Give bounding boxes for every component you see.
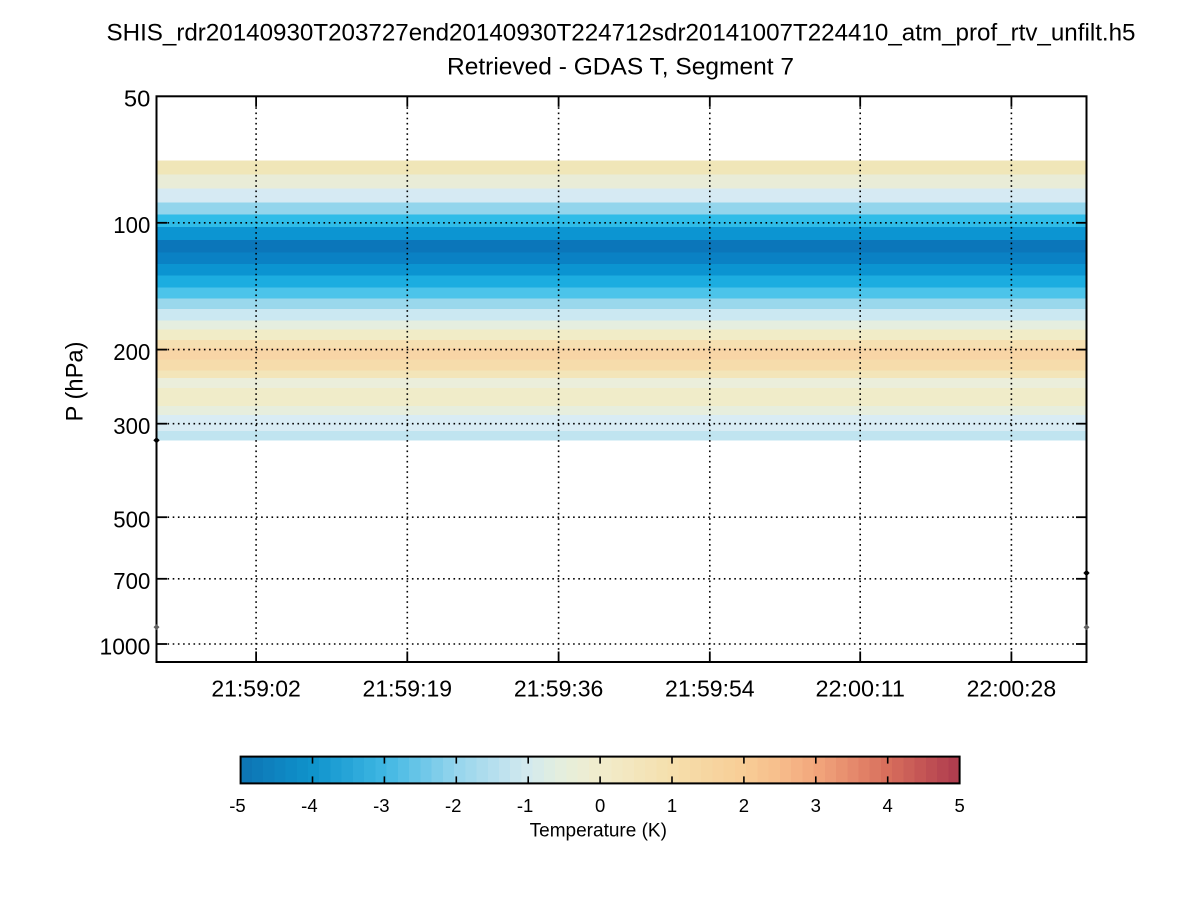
svg-text:2: 2 bbox=[739, 795, 749, 816]
svg-text:-3: -3 bbox=[373, 795, 389, 816]
svg-text:300: 300 bbox=[113, 413, 150, 439]
svg-text:50: 50 bbox=[124, 86, 150, 112]
svg-text:SHIS_rdr20140930T203727end2014: SHIS_rdr20140930T203727end20140930T22471… bbox=[107, 20, 1136, 47]
svg-text:1: 1 bbox=[667, 795, 677, 816]
svg-text:-4: -4 bbox=[301, 795, 317, 816]
svg-text:21:59:19: 21:59:19 bbox=[363, 676, 453, 702]
svg-text:3: 3 bbox=[811, 795, 821, 816]
svg-text:100: 100 bbox=[113, 212, 150, 238]
svg-text:-1: -1 bbox=[517, 795, 533, 816]
svg-text:P (hPa): P (hPa) bbox=[62, 342, 89, 422]
svg-text:-2: -2 bbox=[445, 795, 461, 816]
svg-text:-5: -5 bbox=[229, 795, 245, 816]
svg-text:21:59:36: 21:59:36 bbox=[514, 676, 604, 702]
svg-text:500: 500 bbox=[113, 507, 150, 533]
svg-text:Temperature (K): Temperature (K) bbox=[530, 821, 667, 842]
svg-text:5: 5 bbox=[954, 795, 964, 816]
svg-text:21:59:54: 21:59:54 bbox=[665, 676, 755, 702]
svg-text:0: 0 bbox=[595, 795, 605, 816]
svg-text:Retrieved - GDAS T, Segment 7: Retrieved - GDAS T, Segment 7 bbox=[447, 54, 794, 81]
svg-text:22:00:28: 22:00:28 bbox=[967, 676, 1057, 702]
svg-text:4: 4 bbox=[883, 795, 893, 816]
svg-text:200: 200 bbox=[113, 339, 150, 365]
svg-text:21:59:02: 21:59:02 bbox=[211, 676, 301, 702]
svg-text:22:00:11: 22:00:11 bbox=[815, 676, 905, 702]
svg-text:1000: 1000 bbox=[100, 633, 151, 659]
svg-text:700: 700 bbox=[113, 568, 150, 594]
